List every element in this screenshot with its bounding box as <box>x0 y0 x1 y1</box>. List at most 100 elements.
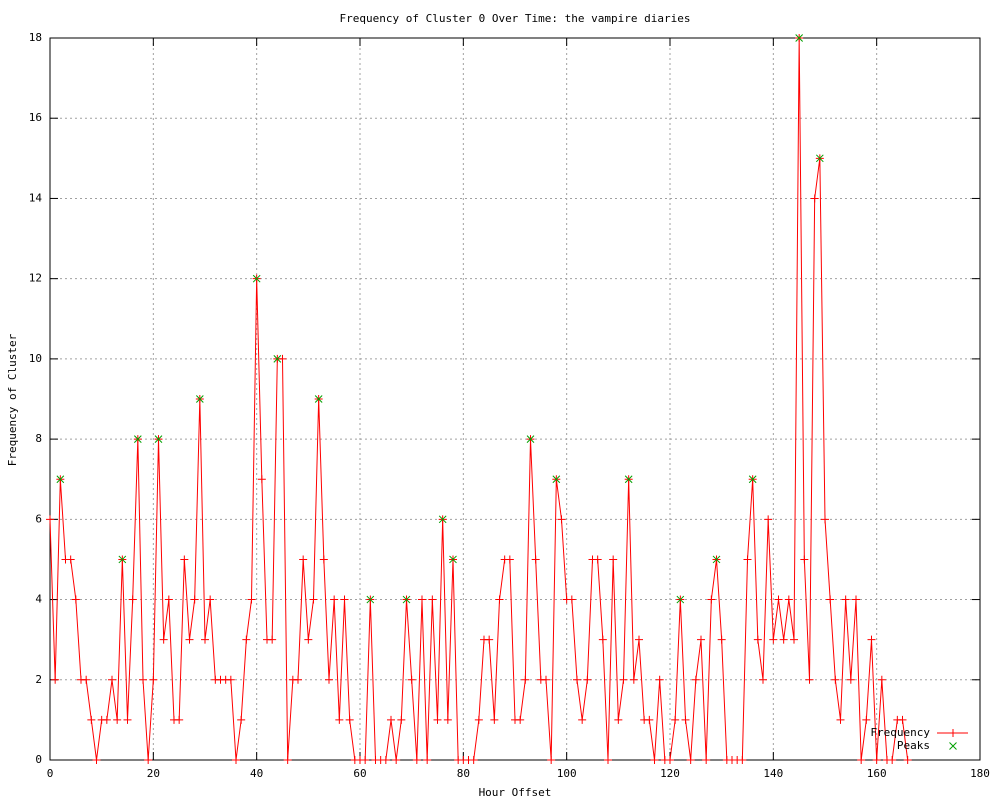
data-point <box>71 595 80 604</box>
data-point <box>319 555 328 564</box>
data-point <box>190 595 199 604</box>
data-point <box>443 715 452 724</box>
data-point <box>366 595 375 604</box>
data-point <box>133 435 142 443</box>
data-point <box>552 475 561 484</box>
data-point <box>645 715 654 724</box>
y-tick-label: 18 <box>29 31 42 44</box>
data-point <box>201 635 209 644</box>
data-point <box>247 595 256 604</box>
legend-marker <box>949 742 957 750</box>
data-point <box>428 595 437 604</box>
legend-label: Frequency <box>870 726 930 739</box>
data-point <box>888 756 897 764</box>
data-point <box>51 675 60 684</box>
data-point <box>598 635 607 644</box>
data-point <box>609 555 618 564</box>
data-point <box>774 595 783 604</box>
data-point <box>185 635 194 644</box>
data-point <box>666 756 674 764</box>
data-point <box>490 715 499 724</box>
data-point <box>790 635 798 644</box>
data-point <box>237 715 246 724</box>
data-point <box>283 756 292 764</box>
data-point <box>294 675 302 684</box>
data-point <box>128 595 137 604</box>
data-point <box>314 395 323 403</box>
data-point <box>154 435 163 443</box>
data-point <box>381 756 390 764</box>
x-tick-label: 120 <box>660 767 680 780</box>
data-point <box>614 715 623 724</box>
data-point <box>299 555 308 564</box>
data-point <box>180 555 189 564</box>
data-point <box>402 595 411 604</box>
data-point <box>862 715 871 724</box>
data-point <box>821 515 829 524</box>
data-point <box>753 635 762 644</box>
data-point <box>102 715 111 724</box>
x-tick-label: 80 <box>457 767 470 780</box>
data-point <box>573 675 581 684</box>
data-point <box>92 756 101 764</box>
data-point <box>650 756 659 764</box>
data-point <box>764 515 773 524</box>
y-tick-label: 2 <box>35 673 42 686</box>
data-point <box>56 475 65 484</box>
data-point <box>717 635 726 644</box>
chart-title: Frequency of Cluster 0 Over Time: the va… <box>340 12 691 25</box>
data-point <box>469 756 478 764</box>
data-point <box>495 595 504 604</box>
data-point <box>748 475 757 484</box>
data-point <box>557 515 566 524</box>
y-tick-label: 16 <box>29 111 42 124</box>
data-point <box>309 595 318 604</box>
data-point <box>542 675 550 684</box>
data-point <box>407 675 416 684</box>
x-tick-label: 100 <box>557 767 577 780</box>
legend-label: Peaks <box>897 739 930 752</box>
data-point <box>547 756 556 764</box>
data-point <box>779 635 788 644</box>
data-point <box>392 756 401 764</box>
data-point <box>159 635 168 644</box>
y-tick-label: 12 <box>29 272 42 285</box>
data-point <box>604 756 612 764</box>
data-point <box>474 715 483 724</box>
data-point <box>387 715 395 724</box>
data-point <box>841 595 850 604</box>
data-point <box>330 595 339 604</box>
x-tick-label: 0 <box>47 767 54 780</box>
data-point <box>505 555 514 564</box>
data-point <box>232 756 240 764</box>
data-point <box>412 756 421 764</box>
data-point <box>278 354 287 363</box>
data-point <box>123 715 132 724</box>
x-tick-label: 20 <box>147 767 160 780</box>
data-point <box>397 715 406 724</box>
data-point <box>583 675 592 684</box>
data-point <box>738 756 747 764</box>
data-point <box>759 675 767 684</box>
x-tick-label: 60 <box>353 767 366 780</box>
data-point <box>867 635 876 644</box>
data-point <box>485 635 494 644</box>
plot-frame <box>49 37 981 761</box>
data-point <box>273 355 282 363</box>
data-point <box>629 675 638 684</box>
data-point <box>423 756 432 764</box>
data-point <box>567 595 576 604</box>
data-point <box>852 595 860 604</box>
data-point <box>113 715 122 724</box>
data-point <box>345 715 354 724</box>
data-point <box>903 756 912 764</box>
data-point <box>676 595 685 604</box>
data-point <box>686 756 695 764</box>
data-point <box>82 675 91 684</box>
data-point <box>712 555 721 564</box>
data-point <box>144 756 153 764</box>
data-point <box>877 675 886 684</box>
data-point <box>800 555 809 564</box>
data-point <box>769 635 778 644</box>
